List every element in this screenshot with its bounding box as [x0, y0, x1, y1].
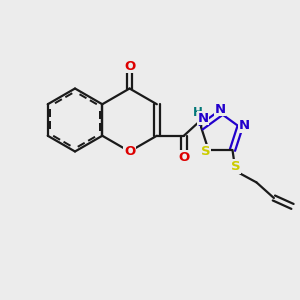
Text: H: H — [193, 106, 202, 119]
Text: S: S — [201, 145, 210, 158]
Text: O: O — [124, 59, 135, 73]
Text: S: S — [231, 160, 240, 173]
Text: O: O — [178, 151, 190, 164]
Text: N: N — [197, 112, 208, 124]
Text: N: N — [238, 119, 250, 132]
Text: O: O — [124, 145, 135, 158]
Text: N: N — [214, 103, 226, 116]
